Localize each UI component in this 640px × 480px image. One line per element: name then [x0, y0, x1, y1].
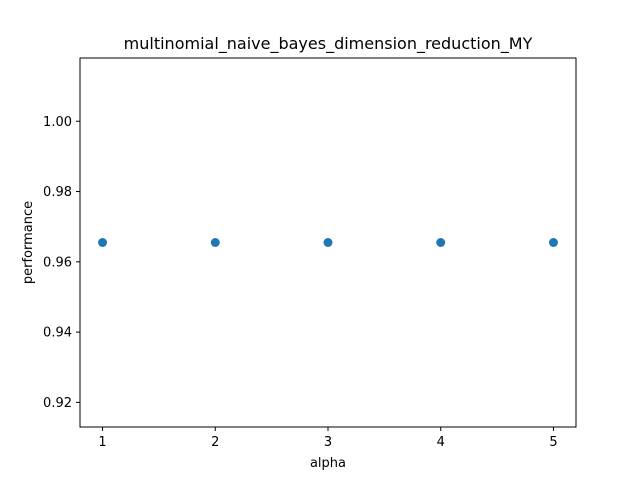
y-axis-label: performance — [21, 201, 36, 284]
x-tick-label: 1 — [98, 435, 106, 450]
plot-area-frame — [79, 57, 577, 428]
y-tick-label: 1.00 — [43, 115, 72, 130]
x-tick-label: 5 — [549, 435, 557, 450]
x-tick-label: 2 — [211, 435, 219, 450]
y-tick-label: 0.96 — [43, 255, 72, 270]
x-tick-label: 4 — [437, 435, 445, 450]
x-axis-label: alpha — [310, 456, 346, 471]
y-tick-label: 0.92 — [43, 396, 72, 411]
y-tick-label: 0.94 — [43, 326, 72, 341]
chart-title: multinomial_naive_bayes_dimension_reduct… — [124, 34, 533, 54]
data-point — [323, 238, 333, 247]
data-point — [98, 238, 108, 247]
x-tick-label: 3 — [324, 435, 332, 450]
data-point — [548, 238, 558, 247]
y-tick-label: 0.98 — [43, 185, 72, 200]
data-point — [436, 238, 446, 247]
data-point — [210, 238, 220, 247]
y-axis-ticks: 0.92 0.94 0.96 0.98 1.00 — [43, 115, 80, 411]
data-points — [98, 238, 558, 247]
x-axis-ticks: 1 2 3 4 5 — [98, 427, 558, 450]
